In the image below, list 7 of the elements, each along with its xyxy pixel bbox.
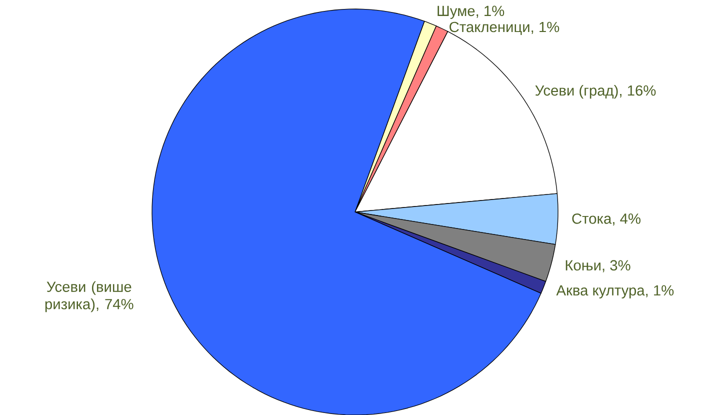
slice-label: Стакленици, 1%	[450, 22, 560, 35]
slice-label: Аква култура, 1%	[556, 285, 674, 298]
slice-label: Усеви (више ризика), 74%	[45, 281, 134, 312]
slice-label: Коњи, 3%	[566, 260, 630, 272]
slice-label: Шуме, 1%	[438, 6, 504, 19]
slice-label: Усеви (град), 16%	[535, 84, 656, 98]
slice-label: Стока, 4%	[572, 213, 640, 226]
